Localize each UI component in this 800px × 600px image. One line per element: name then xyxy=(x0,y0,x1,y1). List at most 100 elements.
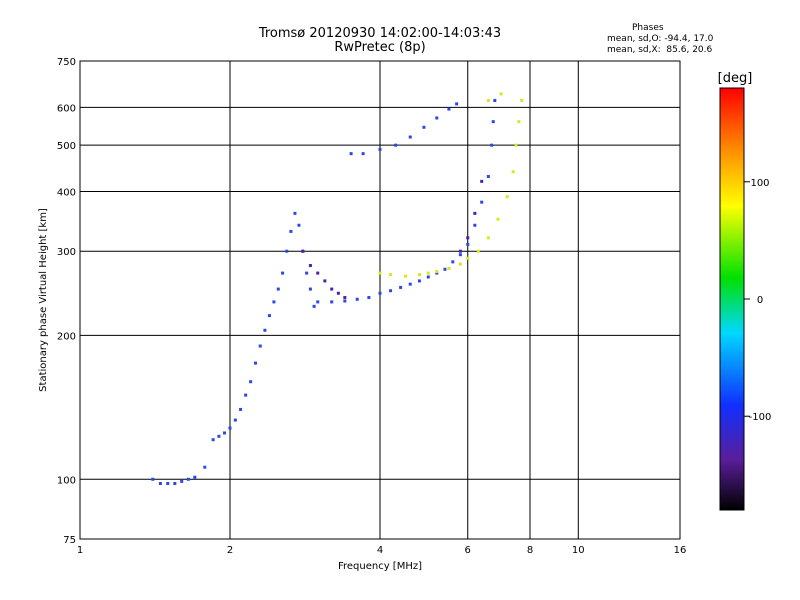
data-point xyxy=(281,271,285,275)
data-point xyxy=(443,267,447,271)
data-point xyxy=(417,279,421,283)
data-point xyxy=(349,152,353,156)
x-tick-label: 4 xyxy=(377,545,383,556)
data-point xyxy=(193,475,197,479)
data-point xyxy=(486,174,490,178)
data-point xyxy=(151,477,155,481)
y-tick-label: 75 xyxy=(63,535,76,546)
data-point xyxy=(493,99,497,103)
data-point xyxy=(458,249,462,253)
data-point xyxy=(399,285,403,289)
data-point xyxy=(253,361,257,365)
data-point xyxy=(361,152,365,156)
data-point xyxy=(312,304,316,308)
plot-frame xyxy=(79,60,681,540)
data-point xyxy=(486,99,490,103)
data-point xyxy=(239,407,243,411)
data-point xyxy=(426,271,430,275)
data-point xyxy=(422,125,426,129)
x-tick-label: 1 xyxy=(77,545,83,556)
data-point xyxy=(211,438,215,442)
data-point xyxy=(285,249,289,253)
data-point xyxy=(180,479,184,483)
data-point xyxy=(451,260,455,264)
data-point xyxy=(514,143,518,147)
data-point xyxy=(394,143,398,147)
data-point xyxy=(480,200,484,204)
data-point xyxy=(466,242,470,246)
data-point xyxy=(217,434,221,438)
data-point xyxy=(316,271,320,275)
data-points xyxy=(151,92,524,485)
colorbar-ticks: 100 0 -100 xyxy=(744,178,771,423)
data-point xyxy=(166,481,170,485)
data-point xyxy=(233,418,237,422)
x-axis-label: Frequency [MHz] xyxy=(338,561,422,572)
chart-subtitle: RwPretec (8p) xyxy=(334,40,426,55)
data-point xyxy=(343,296,347,300)
data-point xyxy=(447,107,451,111)
data-point xyxy=(173,481,177,485)
data-point xyxy=(486,236,490,240)
data-point xyxy=(480,179,484,183)
x-tick-label: 16 xyxy=(674,545,687,556)
data-point xyxy=(308,287,312,291)
colorbar-tick-label: 100 xyxy=(750,178,769,189)
x-axis-ticks: 1 2 4 6 8 10 16 xyxy=(77,545,687,556)
phases-line-o: mean, sd,O: -94.4, 17.0 xyxy=(607,34,714,44)
data-point xyxy=(223,431,227,435)
data-point xyxy=(263,328,267,332)
data-point xyxy=(267,314,271,318)
data-point xyxy=(297,223,301,227)
data-point xyxy=(466,256,470,260)
data-point xyxy=(272,300,276,304)
data-point xyxy=(517,120,521,124)
data-point xyxy=(499,92,503,96)
data-point xyxy=(316,300,320,304)
phases-heading: Phases xyxy=(632,23,664,33)
y-tick-label: 200 xyxy=(57,331,76,342)
grid-lines xyxy=(80,61,680,539)
data-point xyxy=(466,236,470,240)
y-axis-ticks: 75 100 200 300 400 500 600 750 xyxy=(57,57,76,546)
data-point xyxy=(228,426,232,430)
data-point xyxy=(330,287,334,291)
data-point xyxy=(511,170,515,174)
data-point xyxy=(473,223,477,227)
x-tick-label: 10 xyxy=(572,545,585,556)
colorbar-label: [deg] xyxy=(718,71,753,86)
data-point xyxy=(476,249,480,253)
data-point xyxy=(336,291,340,295)
data-point xyxy=(435,271,439,275)
chart-title: Tromsø 20120930 14:02:00-14:03:43 xyxy=(258,26,502,41)
data-point xyxy=(408,135,412,139)
data-point xyxy=(289,229,293,233)
data-point xyxy=(505,195,509,199)
phases-line-x: mean, sd,X: 85.6, 20.6 xyxy=(607,45,713,55)
data-point xyxy=(378,147,382,151)
data-point xyxy=(520,99,524,103)
data-point xyxy=(249,380,253,384)
data-point xyxy=(355,297,359,301)
y-tick-label: 600 xyxy=(57,103,76,114)
y-tick-label: 500 xyxy=(57,141,76,152)
data-point xyxy=(305,271,309,275)
data-point xyxy=(301,249,305,253)
data-point xyxy=(244,393,248,397)
colorbar xyxy=(719,87,745,511)
data-point xyxy=(417,273,421,277)
data-point xyxy=(408,282,412,286)
x-tick-label: 2 xyxy=(227,545,233,556)
data-point xyxy=(403,274,407,278)
data-point xyxy=(158,481,162,485)
data-point xyxy=(276,287,280,291)
data-point xyxy=(293,211,297,215)
data-point xyxy=(490,143,494,147)
data-point xyxy=(458,253,462,257)
colorbar-tick-label: 0 xyxy=(757,295,763,306)
data-point xyxy=(203,465,207,469)
data-point xyxy=(458,262,462,266)
data-point xyxy=(455,102,459,106)
data-point xyxy=(330,300,334,304)
